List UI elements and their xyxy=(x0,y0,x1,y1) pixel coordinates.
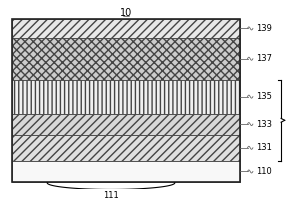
Bar xyxy=(12,135,240,161)
Text: 131: 131 xyxy=(256,143,272,152)
Bar xyxy=(12,161,240,182)
Text: 137: 137 xyxy=(256,54,272,63)
Bar xyxy=(12,19,240,182)
Text: 10: 10 xyxy=(120,8,132,18)
Text: 133: 133 xyxy=(256,120,272,129)
Text: 110: 110 xyxy=(256,167,272,176)
Bar xyxy=(12,114,240,135)
Bar xyxy=(12,80,240,114)
Text: —: — xyxy=(122,13,130,19)
Bar xyxy=(12,19,240,38)
Text: 111: 111 xyxy=(103,191,119,200)
Text: 135: 135 xyxy=(256,92,272,101)
Bar xyxy=(12,38,240,80)
Text: 139: 139 xyxy=(256,24,272,33)
